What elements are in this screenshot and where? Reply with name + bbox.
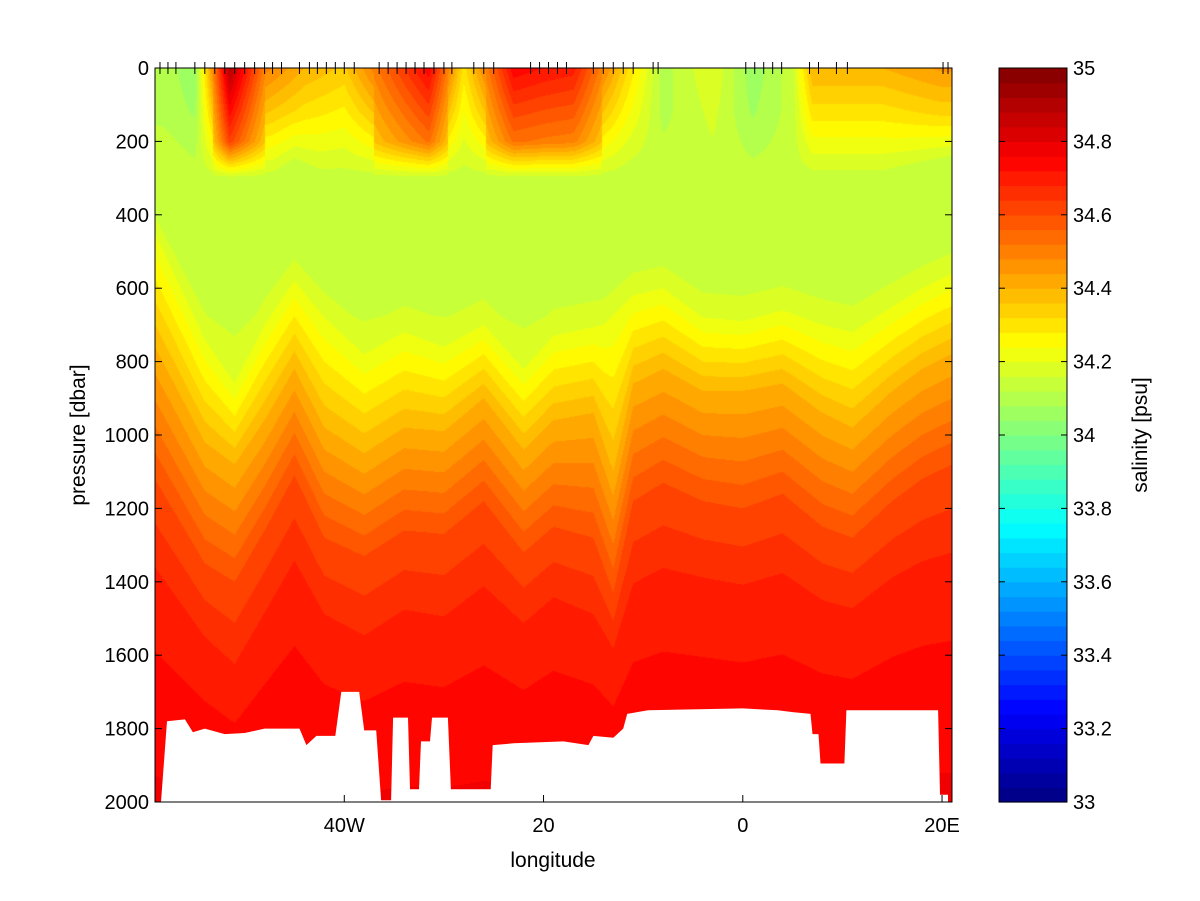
x-tick-label: 20 (532, 815, 554, 837)
colorbar-band (999, 317, 1067, 333)
colorbar-band (999, 68, 1067, 84)
colorbar-band (999, 376, 1067, 392)
colorbar-band (999, 126, 1067, 142)
colorbar: 33 33.2 33.4 33.6 33.8 34 34.2 34.4 34.6 34.8 35 s… (998, 58, 1152, 814)
colorbar-band (999, 185, 1067, 201)
colorbar-band (999, 713, 1067, 730)
x-tick-label: 20E (924, 815, 960, 837)
colorbar-band (999, 596, 1067, 612)
colorbar-band (999, 273, 1067, 289)
y-tick-label: 400 (116, 205, 149, 227)
colorbar-band (999, 464, 1067, 480)
colorbar-band (999, 346, 1067, 363)
colorbar-band (999, 170, 1067, 187)
colorbar-tick-label: 34.4 (1073, 278, 1112, 300)
colorbar-gradient (999, 68, 1067, 803)
colorbar-band (999, 552, 1067, 568)
colorbar-tick-label: 34 (1073, 425, 1095, 447)
colorbar-band (999, 332, 1067, 348)
colorbar-band (999, 156, 1067, 172)
colorbar-band (999, 97, 1067, 113)
colorbar-band (999, 390, 1067, 407)
salinity-field (155, 68, 952, 802)
station-markers (159, 62, 949, 74)
colorbar-band (999, 669, 1067, 686)
colorbar-band (999, 611, 1067, 627)
y-tick-label: 600 (116, 278, 149, 300)
y-tick-label: 1000 (105, 425, 150, 447)
colorbar-band (999, 655, 1067, 671)
y-axis-label: pressure [dbar] (67, 364, 90, 505)
colorbar-band (999, 523, 1067, 539)
colorbar-band (999, 699, 1067, 715)
seafloor-bathymetry (161, 691, 948, 802)
colorbar-band (999, 302, 1067, 319)
colorbar-band (999, 112, 1067, 128)
colorbar-band (999, 537, 1067, 554)
colorbar-band (999, 743, 1067, 759)
colorbar-band (999, 728, 1067, 744)
colorbar-band (999, 508, 1067, 524)
colorbar-band (999, 625, 1067, 642)
x-tick-label: 0 (737, 815, 748, 837)
colorbar-tick-label: 33 (1073, 792, 1095, 814)
colorbar-tick-label: 34.6 (1073, 205, 1112, 227)
colorbar-band (999, 567, 1067, 583)
y-tick-label: 2000 (105, 792, 150, 814)
colorbar-tick-label: 33.8 (1073, 498, 1112, 520)
colorbar-band (999, 405, 1067, 421)
colorbar-band (999, 479, 1067, 495)
colorbar-band (999, 449, 1067, 465)
x-tick-label: 40W (324, 815, 365, 837)
colorbar-band (999, 420, 1067, 436)
y-tick-label: 200 (116, 131, 149, 153)
colorbar-band (999, 435, 1067, 451)
y-tick-label: 1800 (105, 719, 150, 741)
y-tick-label: 1400 (105, 572, 150, 594)
colorbar-band (999, 757, 1067, 774)
y-tick-label: 1200 (105, 498, 150, 520)
y-tick-label: 800 (116, 352, 149, 374)
y-tick-label: 0 (138, 58, 149, 80)
y-tick-label: 1600 (105, 645, 150, 667)
colorbar-band (999, 214, 1067, 231)
colorbar-band (999, 772, 1067, 788)
x-axis-label: longitude (510, 849, 595, 872)
colorbar-band (999, 684, 1067, 700)
colorbar-band (999, 200, 1067, 216)
colorbar-tick-label: 34.8 (1073, 131, 1112, 153)
colorbar-band (999, 229, 1067, 245)
colorbar-band (999, 288, 1067, 304)
colorbar-band (999, 787, 1067, 803)
colorbar-tick-label: 35 (1073, 58, 1095, 80)
colorbar-band (999, 82, 1067, 98)
colorbar-tick-label: 33.6 (1073, 572, 1112, 594)
colorbar-band (999, 581, 1067, 598)
colorbar-band (999, 258, 1067, 275)
x-axis: 40W 20 0 20E (324, 795, 960, 837)
colorbar-tick-label: 33.2 (1073, 719, 1112, 741)
colorbar-band (999, 141, 1067, 157)
colorbar-tick-label: 33.4 (1073, 645, 1112, 667)
colorbar-axis: 33 33.2 33.4 33.6 33.8 34 34.2 34.4 34.6 34.8 35 (999, 58, 1112, 814)
colorbar-band (999, 361, 1067, 377)
salinity-contour-fill (155, 68, 952, 802)
colorbar-band (999, 640, 1067, 656)
colorbar-band (999, 244, 1067, 260)
y-axis: 0 200 400 600 800 1000 1200 1400 1600 1800 2000 (105, 58, 952, 814)
colorbar-label: salinity [psu] (1129, 377, 1152, 493)
colorbar-band (999, 493, 1067, 509)
colorbar-tick-label: 34.2 (1073, 352, 1112, 374)
